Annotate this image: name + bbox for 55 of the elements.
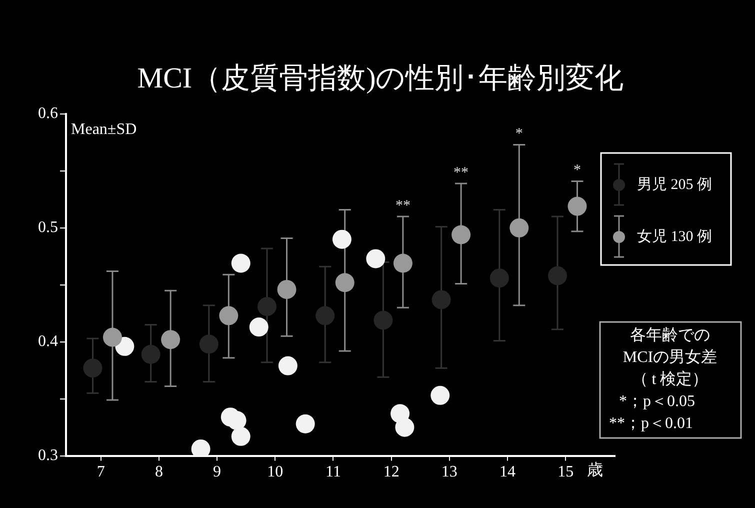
x-tick-label: 12 [383, 464, 400, 481]
y-tick-label: 0.6 [38, 105, 58, 122]
chart-title: MCI（皮質骨指数)の性別･年齢別変化 [137, 62, 624, 95]
point [102, 328, 122, 347]
x-tick-label: 11 [326, 464, 341, 481]
point [366, 249, 386, 268]
y-tick-label: 0.5 [38, 219, 58, 236]
text: MCIの男女差 [622, 348, 718, 366]
point [452, 225, 471, 244]
point [278, 356, 298, 376]
annotation: * [515, 126, 523, 142]
point [510, 218, 529, 238]
point [316, 306, 335, 326]
point [219, 306, 238, 326]
x-tick-label: 10 [267, 464, 284, 481]
point [277, 280, 296, 299]
point [231, 254, 250, 273]
x-tick-label: 13 [441, 464, 458, 481]
annotation: * [573, 162, 581, 179]
point [231, 426, 250, 446]
point [335, 273, 354, 292]
point [249, 318, 268, 337]
y-tick-label: 0.4 [38, 333, 58, 350]
point [227, 410, 246, 430]
x-tick-label: 8 [154, 464, 163, 481]
point [393, 254, 412, 273]
point [374, 310, 393, 330]
point [430, 386, 450, 405]
x-tick-label: 7 [96, 464, 105, 481]
point [332, 230, 352, 249]
point [568, 196, 587, 216]
annotation: **；p＜0.01 [609, 415, 693, 432]
point [296, 414, 315, 434]
point [432, 290, 451, 310]
point [199, 334, 218, 354]
text: *；p＜0.05 [619, 393, 695, 410]
x-axis-title: 歳 [587, 461, 603, 480]
y-tick-label: 0.3 [38, 447, 58, 464]
x-tick-label: 14 [500, 464, 516, 481]
text: 各年齢での [630, 326, 710, 344]
annotation: ** [395, 198, 410, 214]
annotation: ** [454, 164, 469, 181]
text: （ t 検定） [632, 370, 708, 388]
point [258, 297, 277, 316]
point [141, 344, 160, 364]
annotation: Mean±SD [71, 121, 137, 138]
point [548, 266, 567, 286]
x-tick-label: 15 [558, 464, 574, 481]
legend-label: 女児 130 例 [637, 228, 712, 245]
point [490, 268, 509, 288]
point [161, 330, 180, 350]
point [395, 418, 414, 437]
point [83, 358, 102, 378]
legend-label: 男児 205 例 [637, 176, 712, 193]
x-tick-label: 9 [213, 464, 222, 481]
